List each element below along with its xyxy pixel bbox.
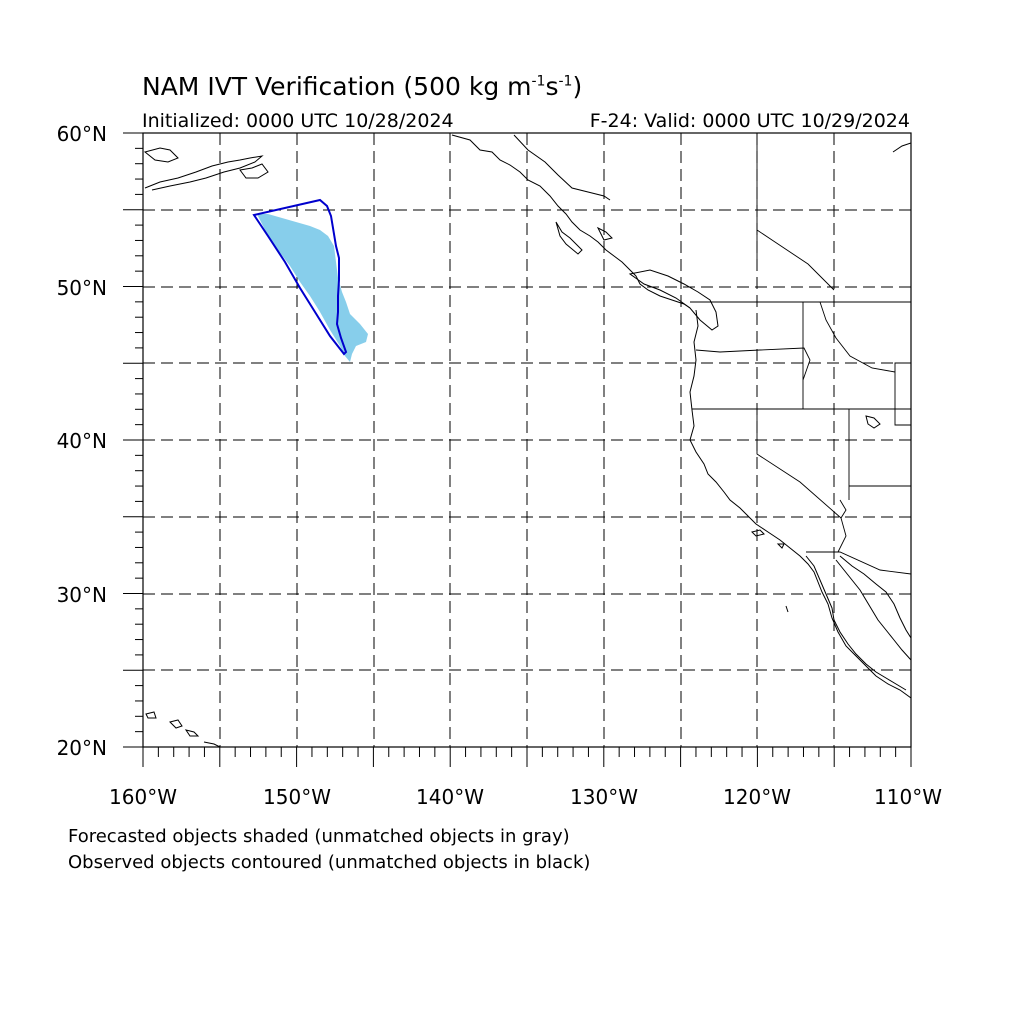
forecast-object: [257, 214, 368, 362]
valid-time: F-24: Valid: 0000 UTC 10/29/2024: [589, 110, 910, 132]
observed-object: [252, 198, 348, 356]
initialized-time: Initialized: 0000 UTC 10/28/2024: [142, 110, 454, 132]
coastlines: [143, 134, 911, 747]
lon-label: 160°W: [109, 785, 177, 809]
lon-label: 110°W: [874, 785, 942, 809]
lon-label: 150°W: [263, 785, 331, 809]
graticule: [143, 133, 911, 747]
legend-note-forecast: Forecasted objects shaded (unmatched obj…: [68, 826, 570, 847]
axis-ticks: [123, 132, 912, 767]
lon-label: 120°W: [723, 785, 791, 809]
lat-label: 30°N: [57, 583, 107, 607]
lat-label: 60°N: [57, 122, 107, 146]
lon-label: 130°W: [570, 785, 638, 809]
legend-note-observed: Observed objects contoured (unmatched ob…: [68, 852, 591, 873]
lat-label: 20°N: [57, 736, 107, 760]
political-borders: [690, 133, 911, 575]
lat-label: 50°N: [57, 276, 107, 300]
map-title: NAM IVT Verification (500 kg m-1s-1): [142, 72, 583, 101]
lat-labels: 60°N 50°N 40°N 30°N 20°N: [57, 122, 107, 760]
lat-label: 40°N: [57, 429, 107, 453]
lon-labels: 160°W 150°W 140°W 130°W 120°W 110°W: [109, 785, 942, 809]
lon-label: 140°W: [416, 785, 484, 809]
